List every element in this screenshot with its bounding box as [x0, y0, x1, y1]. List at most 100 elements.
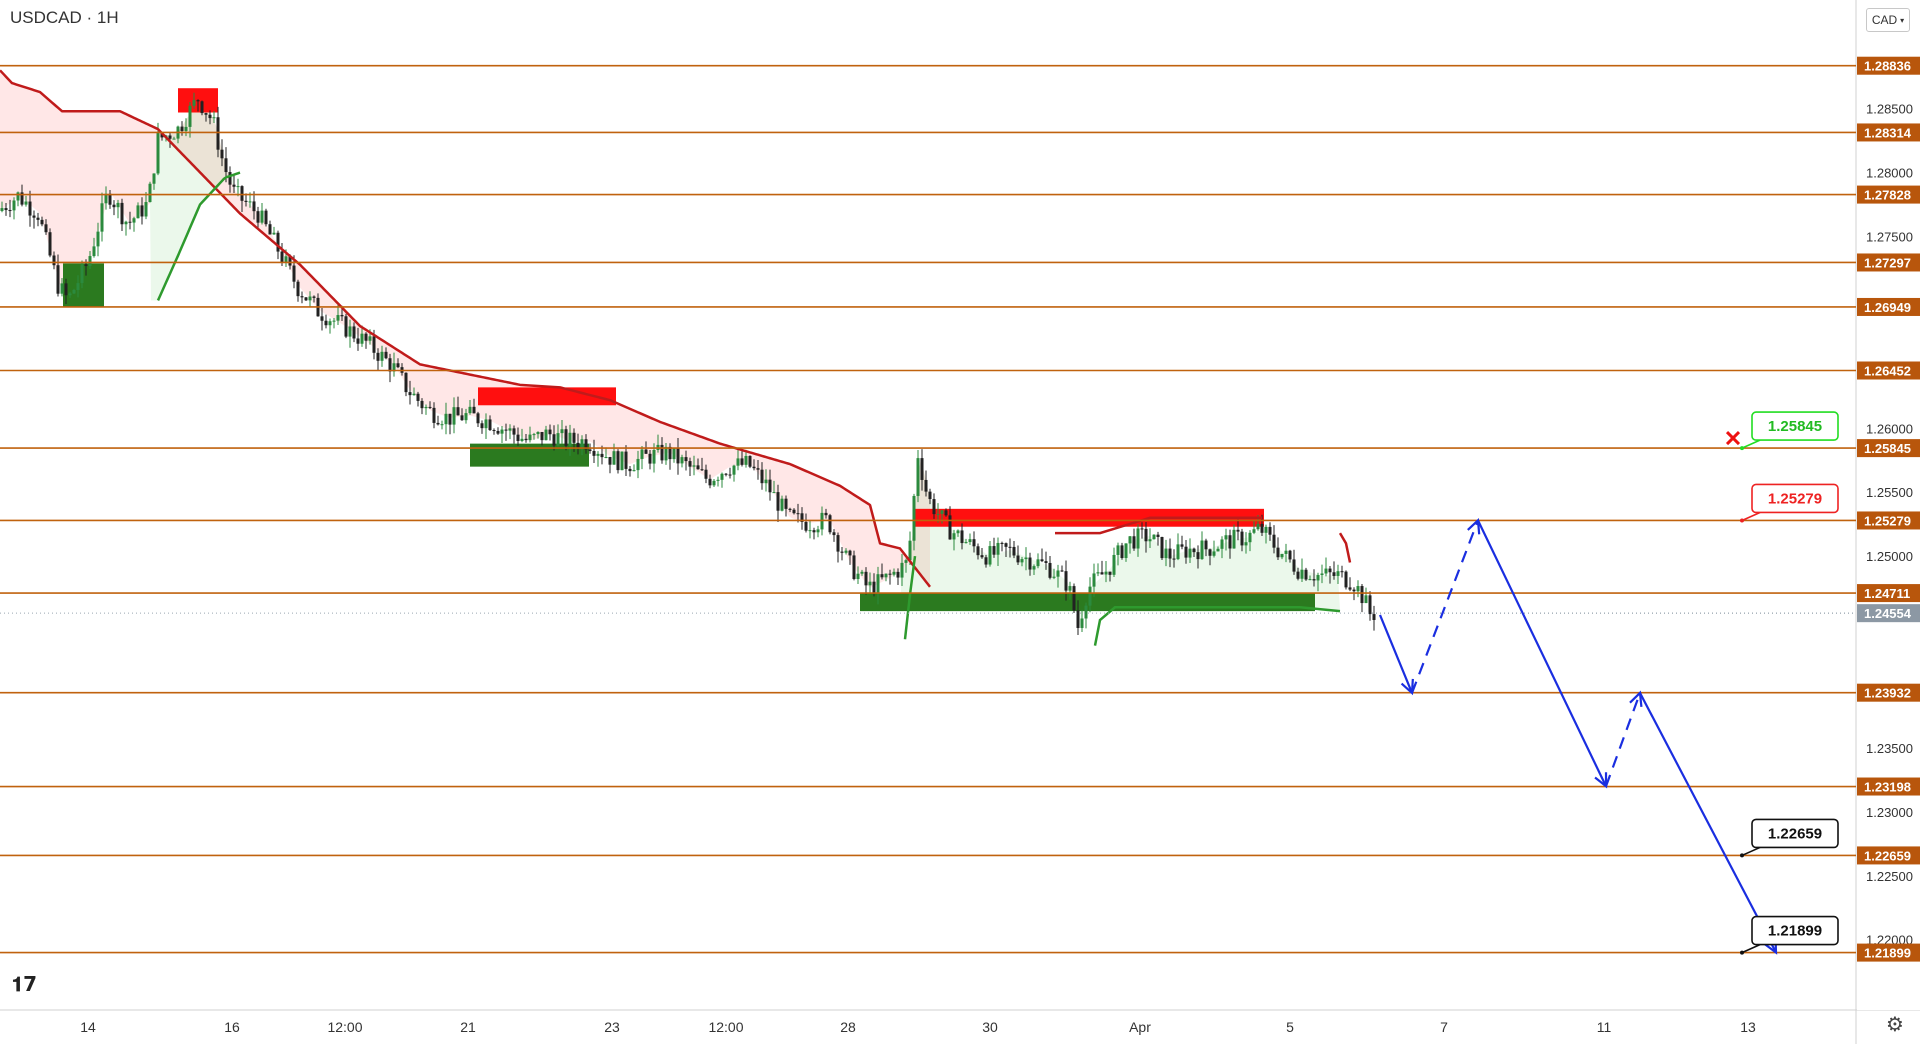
- callout-dot: [1740, 950, 1744, 955]
- candle-body: [1132, 536, 1136, 549]
- candle-body: [752, 466, 756, 469]
- price-tick-label: 1.23500: [1866, 741, 1913, 756]
- resistance-line: [0, 69, 931, 588]
- candle-body: [36, 217, 40, 220]
- candle-body: [280, 251, 284, 263]
- candle-body: [760, 469, 764, 484]
- candle-body: [1192, 548, 1196, 553]
- candle-body: [924, 479, 928, 492]
- callout-box: [1751, 818, 1839, 849]
- candle-body: [324, 320, 328, 326]
- candle-body: [320, 316, 324, 321]
- candle-body: [396, 363, 400, 368]
- candle-body: [208, 114, 212, 119]
- level-label-bg: [1857, 943, 1920, 962]
- candle-body: [916, 458, 920, 496]
- candle-body: [848, 550, 852, 556]
- candle-body: [976, 546, 980, 556]
- support-line-range: [903, 555, 917, 640]
- candle-body: [1144, 528, 1148, 542]
- candle-body: [1256, 523, 1260, 530]
- candle-body: [184, 126, 188, 131]
- candle-body: [676, 447, 680, 464]
- candle-body: [640, 449, 644, 459]
- candle-body: [600, 453, 604, 458]
- level-label-bg: [1857, 584, 1920, 603]
- callout-pointer: [1741, 439, 1761, 449]
- callout-box: [1751, 411, 1839, 441]
- candle-body: [1020, 559, 1024, 563]
- candle-body: [332, 320, 336, 322]
- candle-body: [796, 513, 800, 515]
- projection-segment: [1378, 614, 1414, 694]
- candle-body: [1040, 559, 1044, 562]
- level-label-bg: [1857, 683, 1920, 702]
- candle-body: [756, 468, 760, 470]
- candle-body: [388, 358, 392, 372]
- resistance-zone: [913, 508, 1264, 527]
- candle-body: [1220, 539, 1224, 549]
- candle-body: [884, 573, 888, 578]
- candle-body: [1232, 529, 1236, 549]
- candle-body: [500, 429, 504, 434]
- candle-body: [260, 210, 264, 223]
- candle-body: [172, 138, 176, 140]
- candle-body: [872, 581, 876, 594]
- bullish-band-fill: [900, 458, 1340, 627]
- candle-body: [704, 469, 708, 479]
- candle-body: [1068, 586, 1072, 591]
- candle-body: [108, 193, 112, 205]
- level-label: 1.27828: [1864, 188, 1911, 203]
- candle-body: [484, 419, 488, 429]
- candle-body: [1112, 554, 1116, 575]
- candle-body: [376, 352, 380, 361]
- callout-label: 1.21899: [1768, 923, 1822, 940]
- candle-body: [480, 423, 484, 429]
- candle-body: [1060, 570, 1064, 572]
- candle-body: [720, 473, 724, 480]
- projection-segment: [1604, 692, 1642, 787]
- candle-body: [1304, 569, 1308, 580]
- candle-body: [604, 457, 608, 459]
- candle-body: [1300, 569, 1304, 579]
- currency-button[interactable]: CAD ▾: [1866, 8, 1910, 32]
- callout-pointer: [1741, 511, 1761, 522]
- price-tick-label: 1.25000: [1866, 549, 1913, 564]
- candle-body: [1212, 551, 1216, 556]
- candle-body: [612, 451, 616, 465]
- candle-body: [1056, 570, 1060, 577]
- time-tick-label: 12:00: [327, 1019, 362, 1035]
- candle-body: [1196, 552, 1200, 560]
- candle-body: [972, 539, 976, 547]
- candle-body: [460, 415, 464, 421]
- candle-body: [692, 465, 696, 467]
- plot-background: [0, 0, 1856, 1010]
- resistance-line-range: [1055, 516, 1262, 535]
- candle-body: [992, 546, 996, 555]
- candle-body: [392, 363, 396, 372]
- candle-body: [404, 372, 408, 393]
- candle-body: [948, 515, 952, 540]
- candle-body: [68, 293, 72, 296]
- callout-pointer: [1741, 846, 1761, 857]
- price-tick-label: 1.26000: [1866, 421, 1913, 436]
- candle-body: [120, 202, 124, 225]
- level-label-bg: [1857, 361, 1920, 380]
- time-tick-label: 30: [982, 1019, 998, 1035]
- callout-dot: [1740, 853, 1744, 858]
- candle-body: [200, 101, 204, 114]
- candle-body: [1168, 548, 1172, 559]
- candle-body: [468, 406, 472, 414]
- candle-body: [732, 465, 736, 475]
- gear-icon[interactable]: ⚙: [1886, 1014, 1904, 1036]
- candle-body: [596, 453, 600, 456]
- projection-segment: [1477, 519, 1607, 787]
- candle-body: [116, 202, 120, 208]
- candle-body: [856, 573, 860, 580]
- candle-body: [516, 434, 520, 441]
- candle-body: [1164, 548, 1168, 559]
- horizontal-levels: [0, 64, 1856, 954]
- candle-body: [212, 117, 216, 119]
- candle-body: [492, 430, 496, 432]
